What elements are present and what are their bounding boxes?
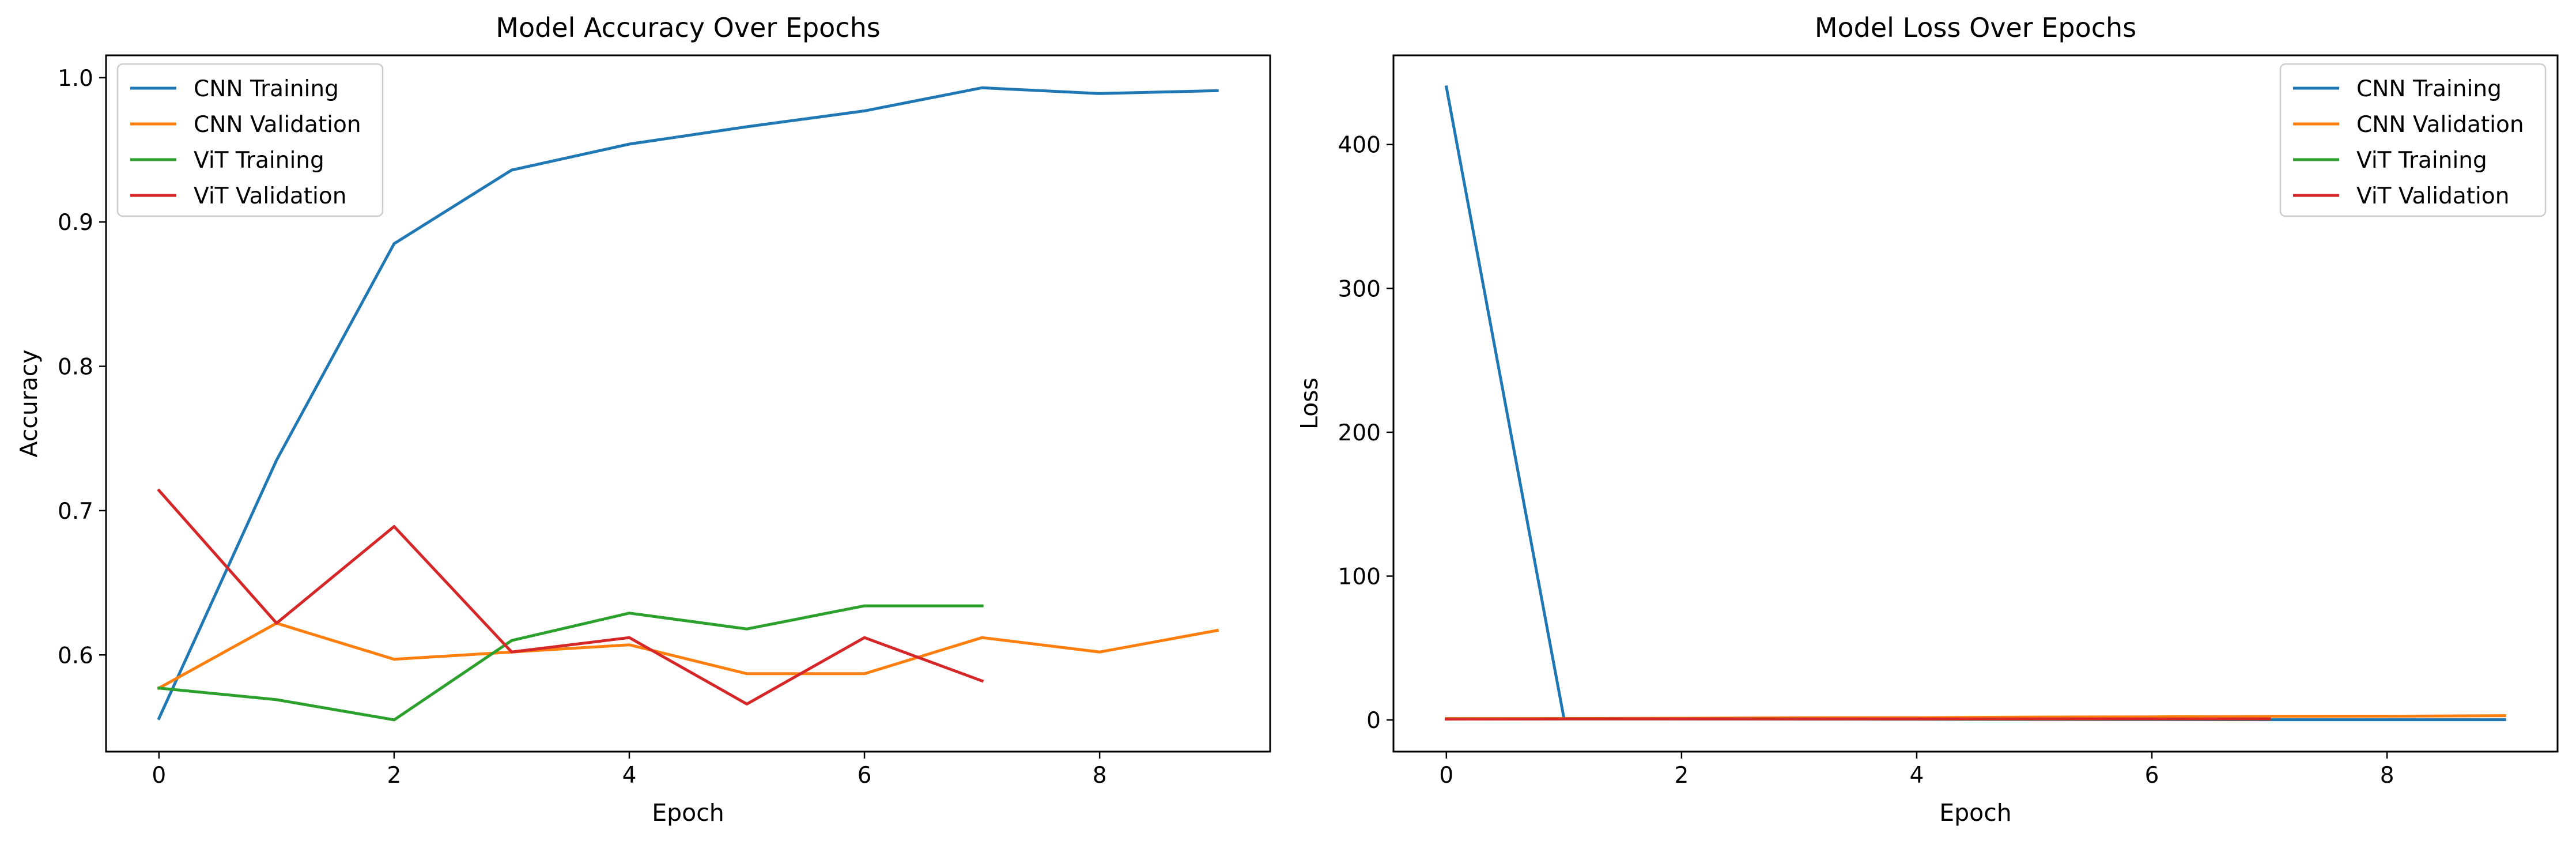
accuracy-legend-label-vit-training: ViT Training (194, 148, 324, 173)
loss-legend-label-vit-validation: ViT Validation (2356, 183, 2509, 209)
loss-y-tick-label: 300 (1338, 276, 1381, 302)
accuracy-x-tick-label: 2 (387, 763, 401, 789)
accuracy-series-lines (157, 86, 1219, 722)
loss-series-lines (1444, 85, 2506, 722)
loss-y-tick-label: 100 (1338, 564, 1381, 590)
loss-legend-box (2279, 63, 2547, 217)
accuracy-x-tick-label: 4 (622, 763, 637, 789)
accuracy-x-tick-label: 0 (152, 763, 166, 789)
loss-chart-title: Model Loss Over Epochs (1815, 12, 2136, 43)
loss-y-axis-label: Loss (1295, 378, 1323, 429)
loss-legend: CNN Training CNN Validation ViT Training Vi… (2279, 63, 2547, 217)
accuracy-y-tick-label: 0.6 (58, 643, 93, 669)
accuracy-legend-box (116, 63, 384, 217)
loss-y-tick-label: 200 (1338, 420, 1381, 446)
accuracy-legend-label-vit-validation: ViT Validation (194, 183, 346, 209)
loss-x-axis-label: Epoch (1939, 799, 2012, 827)
loss-chart-panel: Model Loss Over Epochs Epoch Loss 0 2 4 6 80… (1295, 12, 2559, 827)
accuracy-series-vit-training-line (157, 604, 984, 722)
accuracy-series-vit-validation-line (157, 488, 984, 706)
loss-y-tick-label: 0 (1366, 708, 1381, 734)
accuracy-y-tick-label: 0.7 (58, 499, 93, 525)
accuracy-x-axis-label: Epoch (652, 799, 724, 827)
loss-x-tick-label: 6 (2145, 763, 2159, 789)
loss-legend-label-vit-training: ViT Training (2356, 148, 2487, 173)
accuracy-legend-label-cnn-training: CNN Training (194, 76, 339, 102)
accuracy-x-tick-label: 8 (1093, 763, 1107, 789)
loss-legend-label-cnn-training: CNN Training (2356, 76, 2502, 102)
loss-y-tick-label: 400 (1338, 133, 1381, 159)
accuracy-y-tick-label: 0.9 (58, 210, 93, 236)
accuracy-y-tick-label: 0.8 (58, 354, 93, 380)
accuracy-legend-label-cnn-validation: CNN Validation (194, 112, 361, 138)
accuracy-y-axis-label: Accuracy (15, 349, 43, 457)
loss-legend-label-cnn-validation: CNN Validation (2356, 112, 2524, 138)
loss-x-tick-label: 0 (1439, 763, 1453, 789)
loss-ticks: 0 2 4 6 8 0 100 200 300 400 (1338, 133, 2394, 789)
accuracy-y-tick-label: 1.0 (58, 66, 93, 92)
loss-plot-frame (1392, 54, 2559, 753)
accuracy-chart-title: Model Accuracy Over Epochs (496, 12, 880, 43)
accuracy-plot-frame (105, 54, 1271, 753)
loss-x-tick-label: 2 (1674, 763, 1689, 789)
accuracy-ticks: 0 2 4 6 8 0.6 0.7 0.8 0.9 1.0 (58, 66, 1107, 789)
accuracy-series-cnn-validation-line (157, 621, 1219, 691)
accuracy-legend: CNN Training CNN Validation ViT Training Vi… (116, 63, 384, 217)
accuracy-chart-panel: Model Accuracy Over Epochs Epoch Accurac… (15, 12, 1271, 827)
accuracy-series-cnn-training-line (157, 86, 1219, 720)
accuracy-x-tick-label: 6 (858, 763, 872, 789)
loss-x-tick-label: 8 (2380, 763, 2394, 789)
loss-x-tick-label: 4 (1910, 763, 1924, 789)
